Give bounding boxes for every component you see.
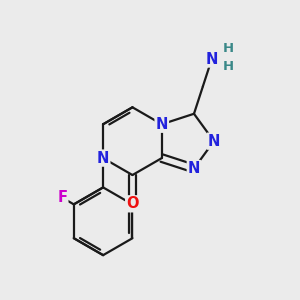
Text: O: O xyxy=(126,196,139,211)
Text: H: H xyxy=(222,42,233,55)
Text: H: H xyxy=(222,60,233,73)
Text: N: N xyxy=(206,52,218,67)
Text: F: F xyxy=(57,190,67,205)
Text: N: N xyxy=(188,161,200,176)
Text: N: N xyxy=(156,117,168,132)
Text: N: N xyxy=(97,151,109,166)
Text: N: N xyxy=(208,134,220,149)
